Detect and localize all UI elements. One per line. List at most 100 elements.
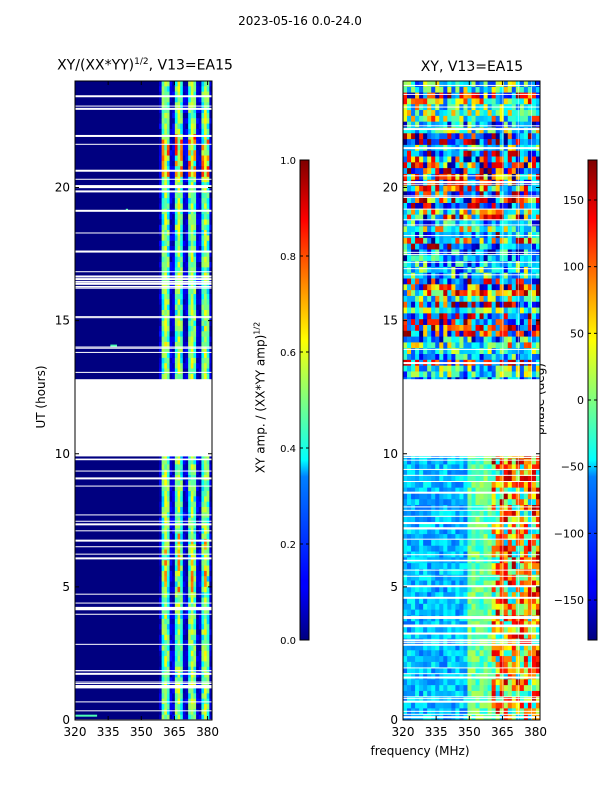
phase-cell (451, 92, 456, 99)
amp-cell (201, 464, 205, 471)
amp-cell (177, 203, 181, 210)
phase-cell (435, 272, 440, 279)
amp-cell (180, 629, 184, 636)
amp-cell (198, 618, 202, 625)
phase-cell (527, 214, 533, 221)
amp-cell (172, 634, 176, 641)
phase-cell (507, 313, 513, 320)
amp-cell (185, 709, 189, 716)
phase-cell (403, 481, 408, 489)
amp-cell (169, 576, 173, 582)
amp-cell (190, 640, 194, 646)
amp-cell (209, 155, 213, 162)
amp-cell (196, 549, 200, 556)
amp-cell (174, 640, 178, 646)
amp-cell (198, 256, 202, 263)
amp-cell (172, 102, 176, 109)
amp-cell (164, 219, 168, 226)
phase-cell (407, 354, 412, 361)
phase-cell (403, 284, 408, 291)
amp-cell (206, 672, 210, 678)
amp-cell (188, 650, 192, 657)
amp-cell (172, 618, 176, 625)
amp-cell (198, 645, 202, 652)
amp-cell (172, 624, 176, 630)
phase-cell (427, 319, 432, 326)
amp-cell (206, 357, 210, 364)
amp-cell (158, 86, 163, 93)
left-title-exponent: 1/2 (134, 57, 149, 67)
phase-cell (403, 115, 408, 123)
left-title-main: XY/(XX*YY) (57, 57, 135, 74)
amp-cell (209, 640, 213, 646)
amp-cell (166, 560, 170, 566)
amp-cell (193, 299, 197, 306)
amp-cell (196, 618, 200, 625)
amp-cell (164, 235, 168, 242)
amp-cell (193, 570, 197, 577)
amp-cell (204, 299, 208, 306)
phase-cell (447, 185, 452, 192)
amp-cell (198, 496, 202, 503)
amp-cell (196, 357, 200, 364)
phase-cell (427, 208, 432, 216)
amp-cell (177, 256, 181, 263)
phase-cell (511, 185, 517, 192)
amp-cell (204, 613, 208, 620)
amp-cell (169, 128, 173, 135)
phase-cell (483, 243, 489, 250)
amp-cell (190, 533, 194, 540)
amp-cell (185, 517, 189, 524)
phase-cell (531, 220, 537, 227)
phase-cell (471, 115, 476, 123)
phase-cell (419, 365, 424, 372)
phase-cell (467, 115, 472, 123)
amp-cell (188, 352, 192, 359)
phase-cell (467, 272, 472, 279)
phase-cell (435, 115, 440, 123)
amp-cell (158, 288, 163, 295)
phase-cell (491, 197, 497, 204)
phase-cell (471, 226, 476, 233)
amp-cell (198, 709, 202, 716)
amp-cell (201, 128, 205, 135)
phase-cell (471, 168, 476, 175)
amp-cell (180, 278, 184, 284)
amp-cell (169, 480, 173, 487)
amp-cell (174, 592, 178, 598)
phase-cell (451, 98, 456, 105)
phase-cell (487, 110, 493, 117)
amp-cell (185, 214, 189, 220)
phase-cell (479, 470, 484, 477)
amp-cell (182, 693, 186, 700)
amp-cell (164, 469, 168, 476)
phase-cell (487, 243, 493, 250)
amp-cell (198, 96, 202, 103)
phase-cell (455, 127, 460, 134)
phase-cell (507, 220, 513, 227)
phase-cell (531, 197, 537, 204)
phase-cell (447, 336, 452, 343)
phase-cell (447, 139, 452, 146)
phase-cell (503, 481, 509, 489)
phase-cell (439, 278, 444, 285)
amp-cell (193, 677, 197, 684)
amp-cell (161, 139, 165, 146)
amp-cell (206, 278, 210, 284)
amp-cell (206, 331, 210, 337)
phase-cell (411, 86, 416, 94)
phase-cell (427, 139, 432, 146)
phase-cell (435, 301, 440, 308)
phase-cell (527, 272, 533, 279)
phase-cell (455, 470, 460, 477)
amp-cell (185, 160, 189, 167)
amp-cell (193, 613, 197, 620)
phase-cell (431, 243, 436, 250)
amp-cell (177, 278, 181, 284)
phase-cell (459, 295, 464, 303)
amp-cell (158, 150, 163, 156)
phase-cell (463, 86, 468, 94)
phase-cell (535, 476, 541, 483)
phase-cell (463, 214, 468, 221)
phase-cell (495, 290, 501, 297)
